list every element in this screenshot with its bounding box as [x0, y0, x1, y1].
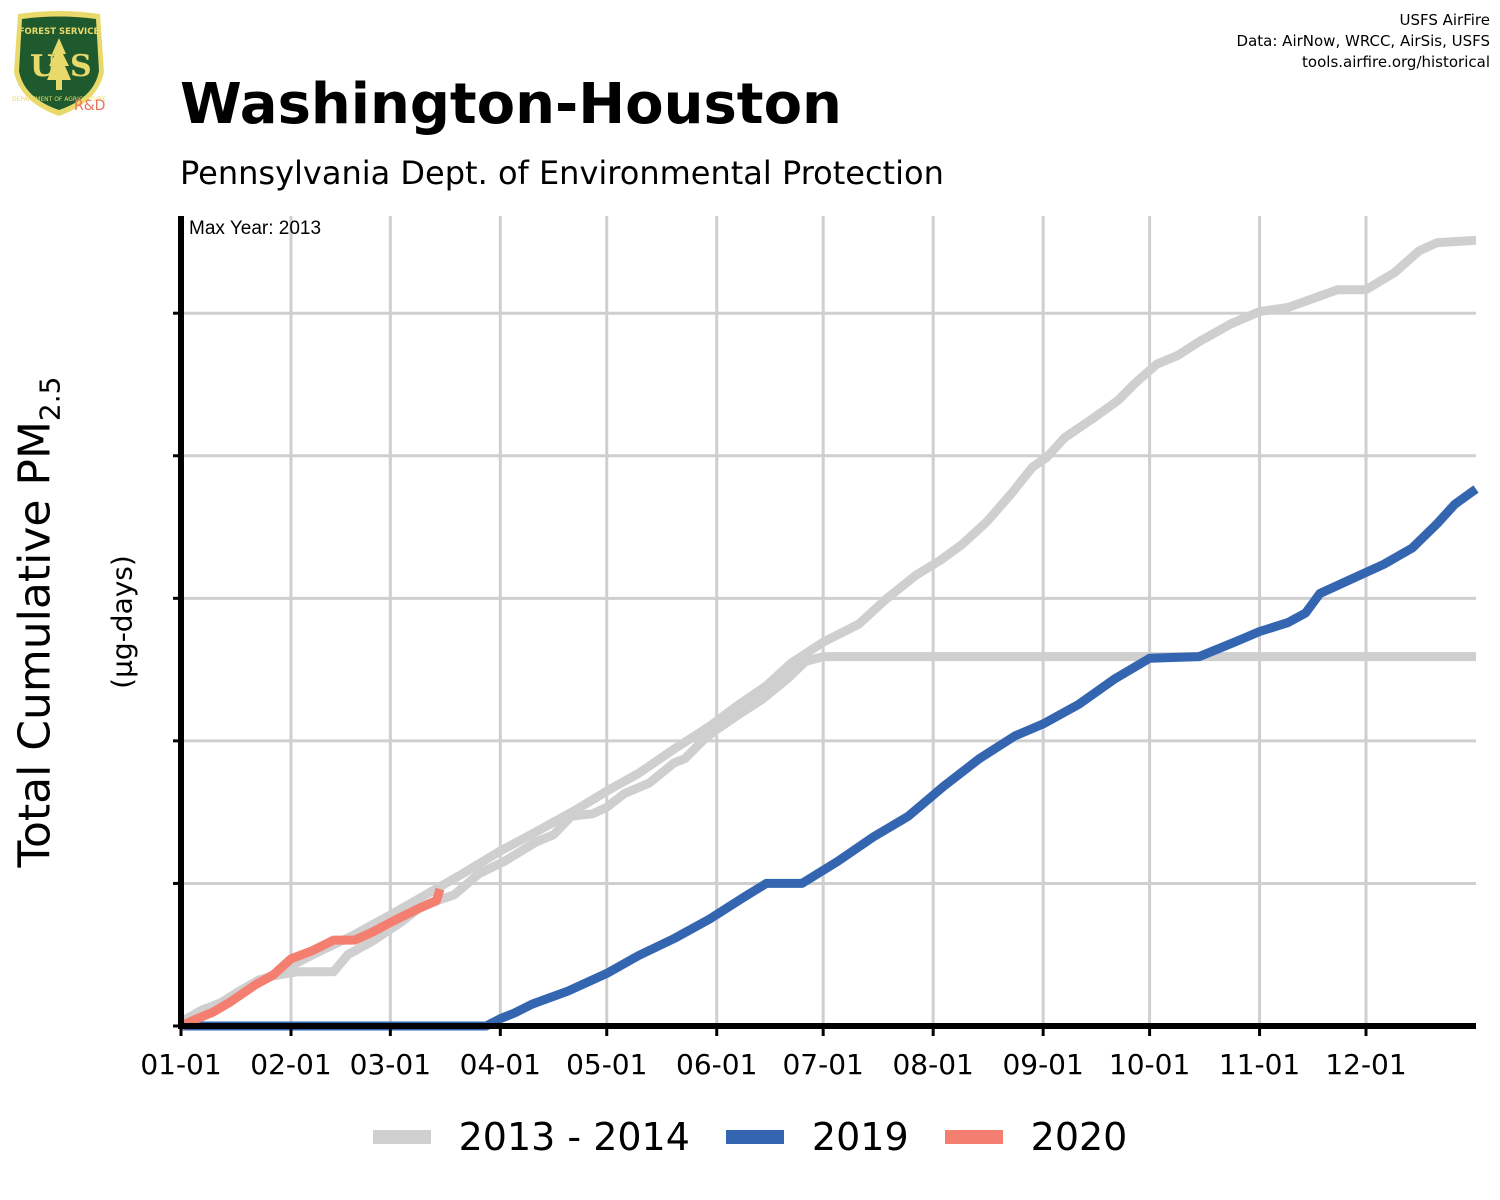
legend-swatch: [372, 1130, 431, 1144]
legend-label: 2013 - 2014: [458, 1115, 690, 1159]
data-credits: USFS AirFire Data: AirNow, WRCC, AirSis,…: [1237, 10, 1490, 73]
x-tick-label: 06-01: [676, 1048, 757, 1081]
svg-text:DEPARTMENT OF AGRICULTURE: DEPARTMENT OF AGRICULTURE: [12, 96, 106, 103]
chart-title: Washington-Houston: [180, 72, 842, 137]
label-layer: 01-01 02-01 03-01 04-01 05-01 06-01 07-01 08-01…: [140, 218, 1406, 1081]
legend-item: 2020: [944, 1115, 1128, 1159]
x-tick-label: 10-01: [1109, 1048, 1190, 1081]
series-line-maxyear: [179, 235, 1477, 1027]
axis-layer: [173, 216, 1476, 1036]
pine-tree-icon: [47, 38, 71, 90]
legend-label: 2019: [811, 1115, 909, 1159]
series-line-maxyear: [178, 652, 1476, 1026]
svg-text:S: S: [70, 49, 92, 84]
chart-subtitle: Pennsylvania Dept. of Environmental Prot…: [180, 154, 944, 192]
credit-line: Data: AirNow, WRCC, AirSis, USFS: [1236, 32, 1490, 50]
credit-line: USFS AirFire: [1399, 11, 1490, 29]
usfs-shield-logo: FOREST SERVICE U S DEPARTMENT OF AGRICUL…: [12, 11, 106, 116]
legend: 2013 - 2014 2019 2020: [0, 1112, 1500, 1162]
rd-label: R&D: [74, 98, 106, 114]
legend-item: 2019: [725, 1115, 909, 1159]
x-tick-label: 09-01: [1002, 1048, 1083, 1081]
series-line-y2019: [181, 485, 1479, 1031]
legend-label: 2020: [1030, 1115, 1128, 1159]
series-line-y2020: [179, 887, 445, 1031]
x-tick-label: 01-01: [140, 1048, 221, 1081]
legend-swatch: [944, 1130, 1003, 1144]
x-tick-label: 08-01: [892, 1048, 973, 1081]
x-tick-label: 03-01: [350, 1048, 431, 1081]
x-tick-label: 07-01: [782, 1048, 863, 1081]
legend-swatch: [725, 1130, 784, 1144]
x-tick-label: 02-01: [250, 1048, 331, 1081]
x-tick-label: 11-01: [1219, 1048, 1300, 1081]
series-layer: [178, 235, 1479, 1031]
svg-text:FOREST SERVICE: FOREST SERVICE: [19, 27, 100, 37]
x-tick-label: 05-01: [566, 1048, 647, 1081]
x-tick-label: 12-01: [1325, 1048, 1406, 1081]
legend-item: 2013 - 2014: [372, 1115, 690, 1159]
max-year-annotation: Max Year: 2013: [189, 218, 321, 239]
x-tick-label: 04-01: [460, 1048, 541, 1081]
credit-line: tools.airfire.org/historical: [1302, 53, 1490, 71]
